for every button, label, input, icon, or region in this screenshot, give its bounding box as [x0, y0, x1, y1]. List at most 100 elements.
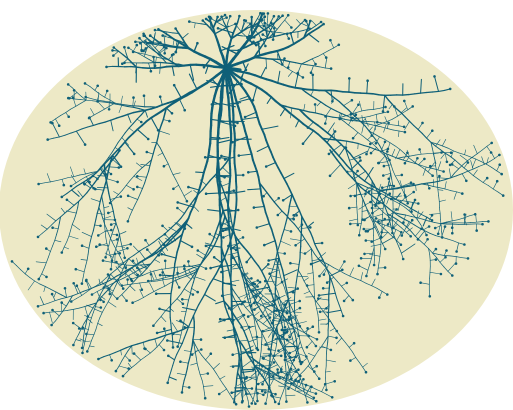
- branch-segment: [55, 315, 60, 322]
- branch-tip: [108, 292, 112, 296]
- branch-segment: [109, 233, 113, 241]
- branch-segment: [247, 188, 262, 191]
- branch-tip: [149, 69, 153, 73]
- branch-segment: [242, 246, 249, 253]
- branch-tip: [314, 62, 317, 66]
- branch-segment: [410, 231, 416, 237]
- branch-segment: [431, 90, 440, 93]
- branch-segment: [117, 228, 120, 235]
- branch-segment: [156, 316, 162, 322]
- branch-segment: [149, 282, 155, 292]
- branch-segment: [232, 391, 241, 400]
- branch-segment: [312, 121, 320, 127]
- branch-tip: [46, 138, 49, 141]
- branch-segment: [97, 175, 106, 177]
- branch-segment: [378, 255, 381, 263]
- branch-segment: [331, 135, 338, 142]
- branch-segment: [351, 141, 359, 145]
- branch-segment: [163, 34, 166, 47]
- branch-tip: [428, 295, 432, 298]
- branch-segment: [233, 314, 239, 322]
- branch-segment: [435, 145, 441, 151]
- branch-segment: [241, 35, 249, 37]
- branch-segment: [325, 104, 332, 109]
- branch-segment: [401, 221, 410, 236]
- branch-segment: [176, 328, 185, 333]
- branch-segment: [203, 385, 214, 387]
- branch-tip: [289, 261, 292, 265]
- branch-segment: [300, 327, 305, 333]
- branch-segment: [243, 330, 247, 338]
- branch-segment: [245, 320, 249, 327]
- branch-segment: [138, 108, 146, 111]
- branch-segment: [368, 126, 373, 132]
- branch-segment: [106, 243, 109, 250]
- branch-segment: [109, 199, 113, 206]
- branch-segment: [238, 257, 241, 265]
- branch-segment: [387, 99, 394, 106]
- branch-tip: [357, 103, 360, 106]
- branch-tip: [351, 298, 355, 302]
- branch-segment: [157, 279, 164, 282]
- branch-segment: [292, 338, 295, 345]
- branch-tip: [276, 213, 280, 217]
- branch-segment: [298, 335, 301, 342]
- branch-segment: [206, 283, 211, 290]
- branch-tip: [455, 250, 458, 253]
- branch-segment: [349, 275, 356, 279]
- branch-segment: [420, 224, 424, 231]
- branch-segment: [272, 371, 279, 376]
- branch-segment: [367, 226, 377, 232]
- branch-segment: [361, 199, 364, 206]
- branch-tip: [270, 321, 274, 325]
- branch-segment: [422, 166, 427, 176]
- branch-segment: [176, 222, 186, 229]
- branch-tip: [253, 282, 257, 286]
- ellipse-background: [0, 10, 513, 410]
- branch-segment: [321, 345, 332, 351]
- branch-segment: [115, 266, 122, 274]
- branch-segment: [290, 262, 300, 265]
- branch-segment: [145, 116, 153, 123]
- branch-segment: [274, 359, 278, 366]
- branch-segment: [292, 385, 299, 389]
- branch-segment: [491, 152, 495, 159]
- branch-tip: [223, 158, 227, 161]
- branch-segment: [226, 388, 231, 395]
- branch-tip: [383, 247, 387, 251]
- branch-tip: [216, 27, 220, 30]
- branch-segment: [212, 278, 225, 284]
- branch-tip: [145, 150, 149, 154]
- branch-segment: [393, 106, 398, 117]
- branch-segment: [463, 215, 470, 219]
- branch-segment: [247, 170, 258, 173]
- branch-segment: [360, 121, 366, 127]
- branch-segment: [118, 189, 123, 195]
- branch-segment: [428, 213, 441, 215]
- branch-segment: [113, 191, 119, 195]
- branch-segment: [250, 352, 254, 361]
- branch-segment: [280, 240, 291, 246]
- branch-segment: [453, 191, 457, 200]
- branch-segment: [97, 101, 105, 103]
- branch-segment: [164, 282, 171, 287]
- branch-segment: [303, 291, 311, 295]
- branch-segment: [182, 47, 190, 50]
- branch-tip: [264, 343, 267, 346]
- branch-tip: [99, 224, 102, 228]
- branch-segment: [297, 63, 302, 74]
- branch-segment: [327, 335, 337, 339]
- branch-segment: [44, 286, 51, 290]
- branch-segment: [113, 216, 117, 224]
- branch-segment: [403, 218, 410, 223]
- branch-segment: [373, 240, 375, 248]
- branch-segment: [408, 154, 416, 157]
- branch-segment: [75, 179, 82, 184]
- branch-segment: [268, 321, 273, 328]
- branch-tip: [243, 300, 247, 303]
- branch-tip: [376, 120, 379, 124]
- branch-segment: [358, 100, 363, 112]
- branch-segment: [316, 101, 322, 107]
- branch-segment: [114, 102, 122, 105]
